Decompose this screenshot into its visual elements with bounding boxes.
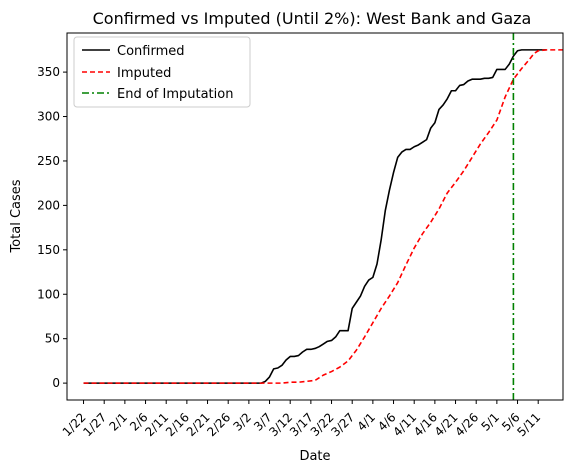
y-axis: 0 50 100 150 200 250 300 350 — [37, 65, 67, 390]
chart-title: Confirmed vs Imputed (Until 2%): West Ba… — [93, 9, 532, 28]
y-tick-label: 50 — [45, 332, 60, 346]
legend-label-end-of-imputation: End of Imputation — [117, 87, 233, 102]
x-axis-title: Date — [299, 449, 330, 464]
y-tick-label: 100 — [37, 287, 60, 301]
y-tick-label: 300 — [37, 110, 60, 124]
series-line-imputed — [83, 49, 563, 384]
plot-frame — [66, 32, 564, 401]
y-tick-label: 150 — [37, 243, 60, 257]
legend-label-imputed: Imputed — [117, 66, 171, 81]
data-layer — [83, 33, 563, 400]
y-tick-label: 350 — [37, 65, 60, 79]
legend-label-confirmed: Confirmed — [117, 44, 185, 59]
y-tick-label: 250 — [37, 154, 60, 168]
y-tick-label: 0 — [52, 376, 60, 390]
plot-area — [83, 33, 563, 400]
legend-box — [73, 36, 251, 108]
y-tick-label: 200 — [37, 198, 60, 212]
y-axis-title: Total Cases — [9, 179, 24, 253]
series-line-confirmed — [83, 49, 547, 384]
legend: Confirmed Imputed End of Imputation — [73, 36, 251, 108]
